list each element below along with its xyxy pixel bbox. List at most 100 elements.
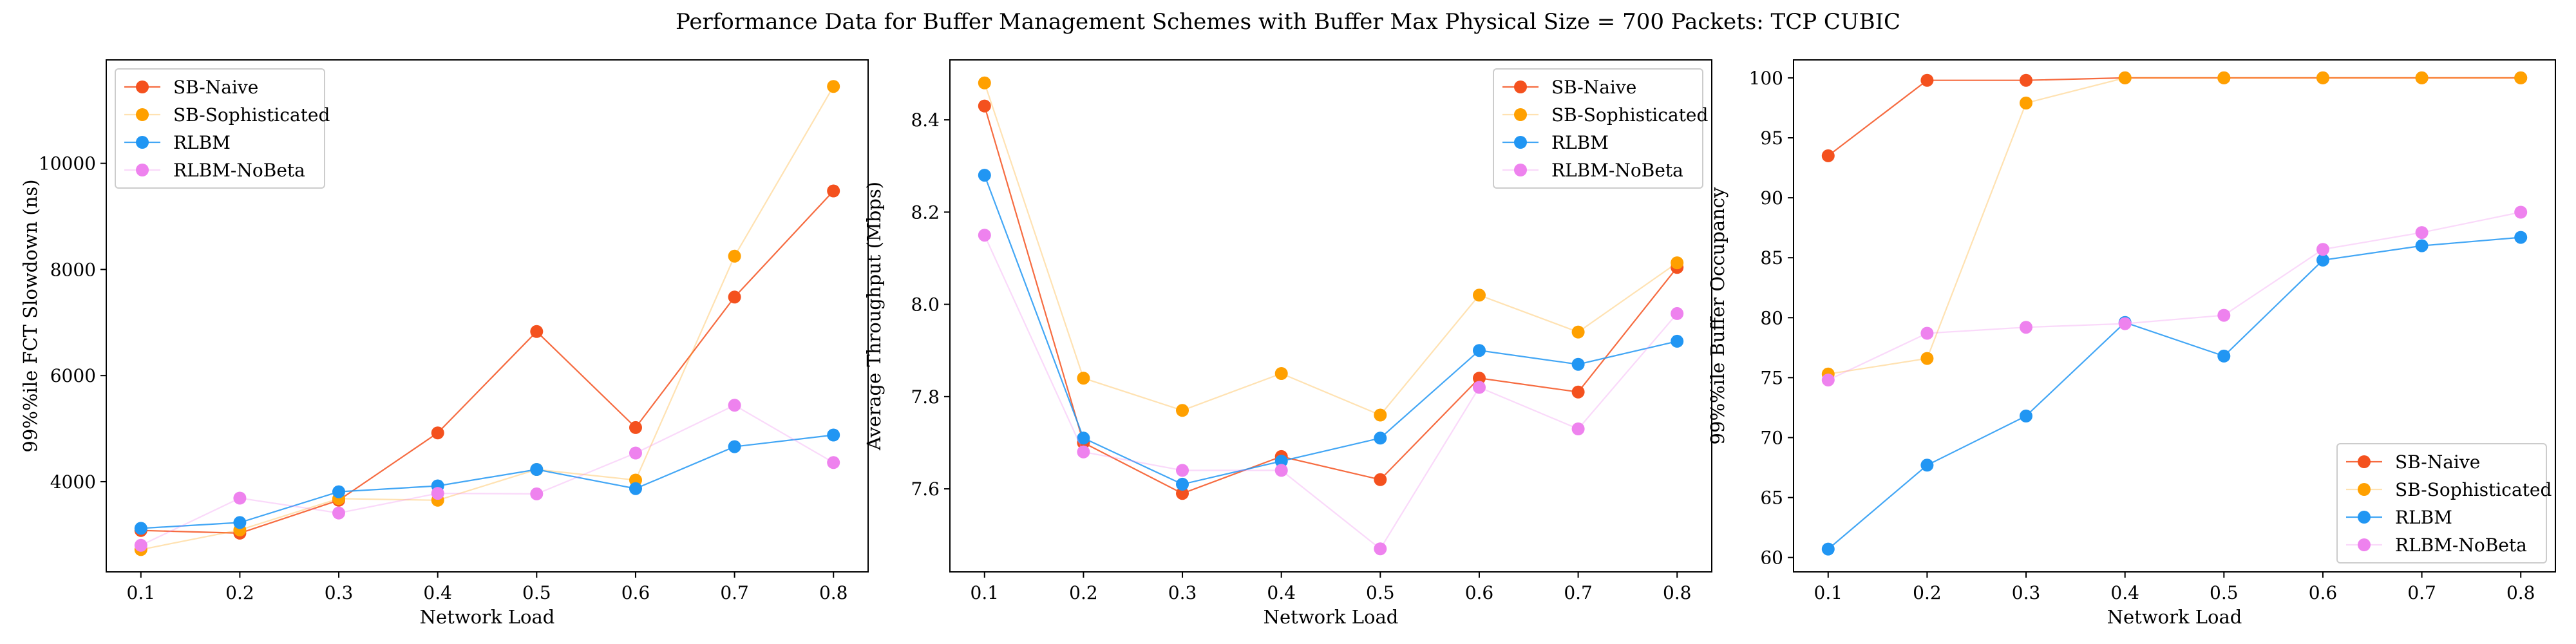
series-line	[983, 175, 1678, 486]
data-point	[1274, 367, 1288, 380]
x-axis-label: Network Load	[2107, 606, 2242, 628]
x-tick-label: 0.8	[819, 582, 848, 603]
data-point	[728, 249, 741, 263]
y-tick-label: 6000	[50, 365, 96, 386]
data-point	[2217, 71, 2231, 84]
data-point	[2316, 253, 2329, 267]
data-point	[2415, 239, 2429, 252]
data-point	[1374, 473, 1387, 486]
y-tick-label: 7.6	[911, 478, 940, 500]
x-tick-label: 0.3	[1168, 582, 1197, 603]
legend-box	[2336, 443, 2547, 564]
y-tick-label: 60	[1760, 547, 1783, 569]
x-tick-label: 0.1	[1814, 582, 1843, 603]
data-point	[2020, 97, 2032, 109]
legend-marker	[2358, 538, 2371, 551]
series-line	[140, 86, 835, 551]
legend-box	[1493, 68, 1703, 189]
figure-title: Performance Data for Buffer Management S…	[675, 9, 1901, 35]
data-point	[2020, 321, 2032, 334]
data-point	[1176, 487, 1189, 500]
series-line	[983, 234, 1678, 550]
series-line	[1828, 77, 2521, 375]
data-point	[431, 426, 444, 440]
series-line	[1828, 77, 2521, 156]
x-tick-label: 0.2	[1913, 582, 1942, 603]
y-tick-label: 70	[1760, 427, 1783, 448]
data-point	[2118, 71, 2132, 84]
data-point	[1274, 464, 1288, 477]
legend-marker	[1514, 136, 1527, 149]
data-point	[1920, 327, 1934, 340]
data-point	[827, 456, 840, 469]
data-point	[1920, 352, 1934, 365]
series-line	[140, 404, 834, 546]
legend-label: RLBM	[1551, 132, 1609, 153]
y-tick-label: 7.8	[911, 386, 940, 408]
data-point	[1571, 422, 1585, 435]
x-tick-label: 0.1	[971, 582, 999, 603]
data-point	[2514, 71, 2528, 84]
data-point	[728, 440, 741, 453]
x-tick-label: 0.2	[1069, 582, 1098, 603]
data-point	[2217, 308, 2231, 322]
data-point	[978, 169, 991, 182]
x-tick-label: 0.7	[2407, 582, 2436, 603]
data-point	[1176, 477, 1189, 491]
legend: SB-Naive SB-Sophisticated RLBM RLBM-NoBeta	[115, 68, 330, 189]
legend-marker	[2358, 483, 2371, 496]
y-tick-label: 10000	[39, 153, 96, 175]
y-tick-label: 8.4	[911, 109, 940, 131]
data-point	[1176, 404, 1189, 417]
x-tick-label: 0.6	[1465, 582, 1494, 603]
x-tick-label: 0.5	[522, 582, 551, 603]
data-point	[233, 491, 247, 505]
data-point	[2514, 231, 2528, 244]
legend-marker	[136, 136, 149, 149]
data-point	[629, 446, 642, 460]
data-point	[530, 487, 544, 500]
legend-marker	[2358, 511, 2371, 524]
x-tick-label: 0.5	[1366, 582, 1395, 603]
legend-label: RLBM	[173, 132, 231, 153]
data-point	[1374, 408, 1387, 422]
series-line	[983, 106, 1678, 495]
data-point	[1274, 455, 1288, 468]
chart-panel-3: 0.1 0.2 0.3 0.4 0.5 0.6 0.7 0.8 60 65 70 75 80 85 90 95…	[1707, 59, 2556, 628]
legend-marker	[1514, 108, 1527, 121]
x-tick-label: 0.2	[225, 582, 254, 603]
data-point	[728, 290, 741, 304]
data-point	[530, 325, 544, 338]
data-point	[629, 421, 642, 434]
data-point	[978, 76, 991, 90]
axes-frame	[949, 59, 1712, 573]
x-tick-label: 0.6	[621, 582, 650, 603]
data-point	[1671, 307, 1684, 320]
data-point	[134, 522, 147, 535]
data-point	[1571, 325, 1585, 339]
data-point	[2514, 205, 2528, 219]
y-tick-label: 90	[1760, 187, 1783, 209]
data-point	[2415, 226, 2429, 240]
y-tick-label: 80	[1760, 307, 1783, 328]
data-point	[530, 463, 544, 476]
legend-marker	[136, 164, 149, 176]
x-tick-label: 0.8	[2506, 582, 2535, 603]
data-point	[1473, 344, 1486, 357]
series-line	[140, 190, 835, 535]
legend-label: SB-Sophisticated	[1551, 104, 1708, 126]
y-tick-label: 95	[1760, 128, 1783, 149]
legend-label: SB-Sophisticated	[173, 104, 330, 126]
data-point	[2316, 71, 2329, 84]
data-point	[1821, 149, 1835, 162]
data-point	[2217, 349, 2231, 363]
data-point	[827, 80, 840, 93]
data-point	[431, 487, 444, 500]
legend-label: RLBM-NoBeta	[1551, 160, 1683, 181]
x-tick-label: 0.4	[423, 582, 452, 603]
y-axis-label: Average Throughput (Mbps)	[863, 182, 885, 451]
legend-label: SB-Naive	[2395, 451, 2480, 473]
x-tick-label: 0.4	[1267, 582, 1296, 603]
data-point	[1571, 385, 1585, 399]
